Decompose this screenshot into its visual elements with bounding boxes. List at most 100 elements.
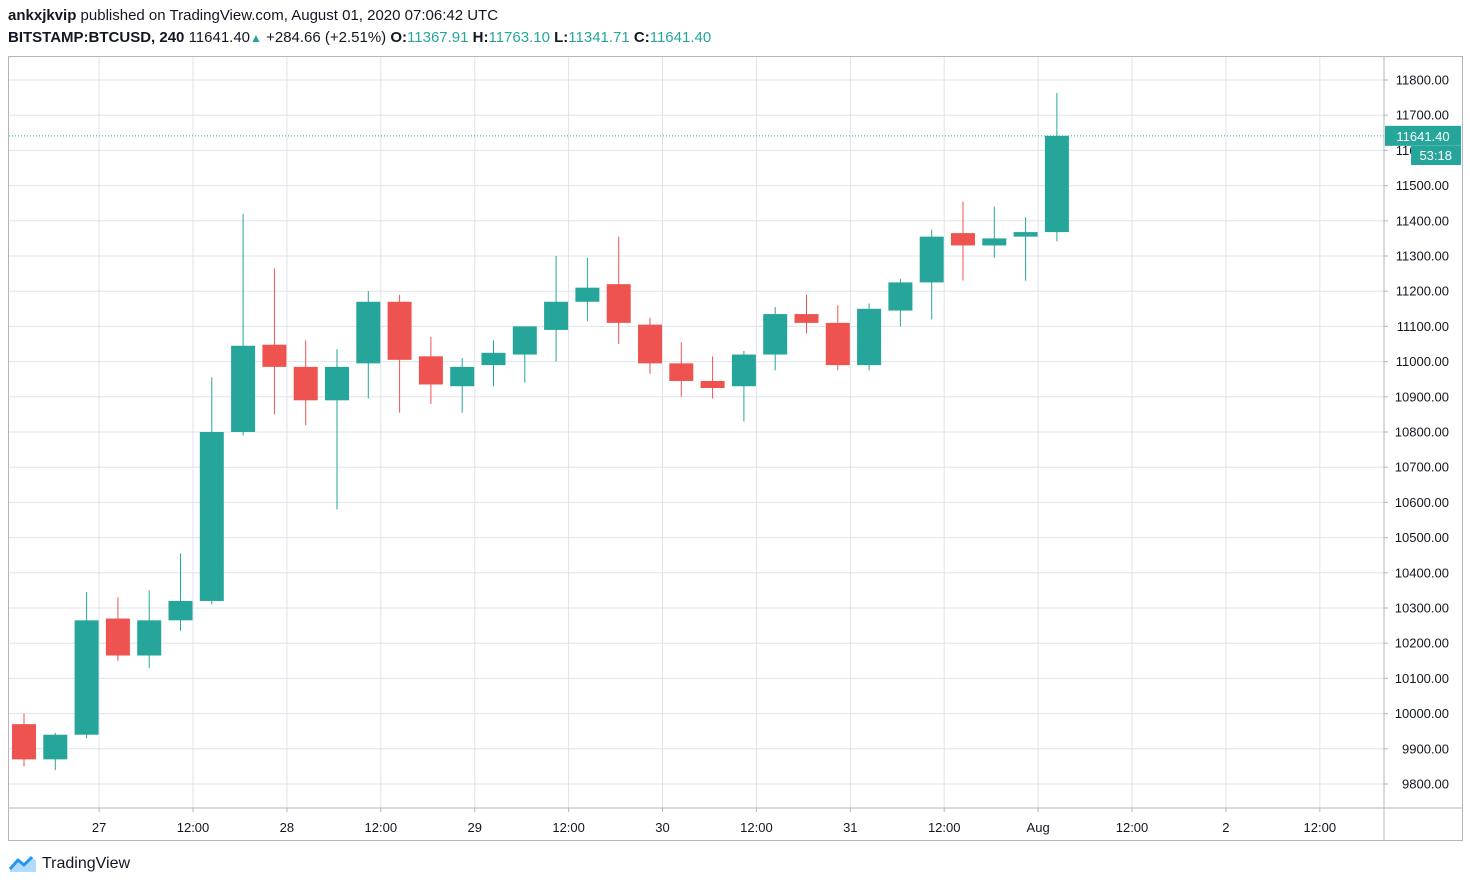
countdown-badge-bg bbox=[1411, 146, 1461, 165]
candle bbox=[919, 229, 944, 320]
candle bbox=[105, 597, 130, 661]
up-arrow-icon: ▲ bbox=[250, 31, 262, 45]
price-tick-label: 10700.00 bbox=[1395, 460, 1449, 475]
price-tick-label: 10200.00 bbox=[1395, 636, 1449, 651]
tradingview-brand: TradingView bbox=[42, 855, 131, 872]
candle-body-up bbox=[512, 326, 537, 355]
price-tick-label: 10600.00 bbox=[1395, 495, 1449, 510]
time-tick-label: 2 bbox=[1222, 820, 1229, 835]
candle-body-down bbox=[669, 363, 694, 381]
time-tick-label: 12:00 bbox=[365, 820, 398, 835]
candle-body-down bbox=[387, 301, 412, 360]
candle bbox=[137, 590, 162, 668]
candle-body-down bbox=[418, 356, 443, 385]
candle bbox=[12, 713, 36, 767]
time-tick-label: Aug bbox=[1027, 820, 1050, 835]
publish-info: ankxjkvip published on TradingView.com, … bbox=[8, 7, 498, 24]
candle-body-up bbox=[1044, 135, 1069, 233]
candle-body-up bbox=[74, 620, 99, 735]
open-value: 11367.91 bbox=[407, 29, 469, 46]
candle-body-down bbox=[606, 284, 631, 323]
symbol-title[interactable]: BITSTAMP:BTCUSD, 240 bbox=[8, 29, 185, 46]
close-value: 11641.40 bbox=[649, 29, 712, 46]
candle-body-down bbox=[794, 314, 819, 323]
price-tick-label: 10300.00 bbox=[1395, 601, 1449, 616]
price-tick-label: 10000.00 bbox=[1395, 706, 1449, 721]
candle bbox=[1013, 217, 1038, 281]
time-tick-label: 12:00 bbox=[552, 820, 585, 835]
candle bbox=[387, 294, 412, 413]
candle-body-down bbox=[951, 233, 975, 246]
candle bbox=[356, 291, 381, 399]
candle bbox=[262, 268, 287, 415]
candle bbox=[325, 349, 349, 510]
price-badge: 11641.40 53:18 bbox=[1385, 125, 1461, 165]
candle-body-down bbox=[12, 724, 36, 760]
published-text: published on TradingView.com, August 01,… bbox=[76, 7, 499, 24]
candle bbox=[418, 336, 443, 404]
candle bbox=[43, 732, 68, 770]
candle-body-down bbox=[262, 344, 287, 367]
tradingview-branding[interactable]: TradingView bbox=[8, 852, 130, 876]
time-axis[interactable]: 27 12:00 28 12:00 29 12:00 30 12:00 31 12:00 Aug 12… bbox=[92, 808, 1336, 835]
last-price: 11641.40 bbox=[188, 29, 251, 46]
price-tick-label: 11800.00 bbox=[1396, 73, 1449, 88]
candle bbox=[857, 303, 882, 371]
candle-body-up bbox=[43, 734, 68, 760]
time-tick-label: 29 bbox=[467, 820, 481, 835]
candles bbox=[12, 92, 1069, 770]
price-tick-label: 10800.00 bbox=[1395, 425, 1449, 440]
candle-body-down bbox=[825, 322, 850, 366]
high-value: 11763.10 bbox=[488, 29, 550, 46]
low-label: L: bbox=[554, 29, 569, 46]
price-tick-label: 11500.00 bbox=[1396, 178, 1449, 193]
price-axis[interactable]: 9800.00 9900.00 10000.00 10100.00 10200.00 10… bbox=[1384, 73, 1449, 792]
candle-body-up bbox=[544, 301, 569, 330]
candle-body-up bbox=[857, 308, 882, 366]
candle-body-up bbox=[168, 600, 193, 621]
candle-body-up bbox=[575, 287, 600, 302]
candle bbox=[638, 317, 662, 374]
candle bbox=[700, 356, 725, 399]
candle bbox=[575, 257, 600, 322]
candle-body-up bbox=[137, 620, 162, 656]
candle bbox=[168, 553, 193, 631]
time-tick-label: 12:00 bbox=[740, 820, 773, 835]
price-tick-label: 11400.00 bbox=[1396, 213, 1449, 228]
price-tick-label: 10100.00 bbox=[1395, 671, 1449, 686]
price-tick-label: 11000.00 bbox=[1396, 354, 1449, 369]
grid-lines bbox=[9, 57, 1384, 808]
candle-body-up bbox=[982, 238, 1007, 246]
price-tick-label: 10500.00 bbox=[1395, 530, 1449, 545]
open-label: O: bbox=[390, 29, 408, 46]
candle-body-down bbox=[638, 324, 662, 364]
price-badge-value: 11641.40 bbox=[1396, 129, 1449, 144]
symbol-legend: BITSTAMP:BTCUSD, 240 11641.40▲ +284.66 (… bbox=[8, 29, 711, 46]
time-tick-label: 12:00 bbox=[928, 820, 961, 835]
candle bbox=[481, 340, 506, 387]
candle-body-up bbox=[731, 354, 756, 387]
time-tick-label: 12:00 bbox=[177, 820, 210, 835]
chart-frame[interactable] bbox=[8, 56, 1463, 841]
publisher-name[interactable]: ankxjkvip bbox=[8, 7, 77, 24]
candle bbox=[606, 236, 631, 344]
candle bbox=[74, 592, 99, 739]
candle-body-down bbox=[700, 380, 725, 388]
time-tick-label: 12:00 bbox=[1304, 820, 1337, 835]
candle-body-up bbox=[231, 345, 256, 432]
candle bbox=[794, 294, 819, 334]
candle-body-up bbox=[888, 282, 913, 311]
candle bbox=[888, 278, 913, 327]
candle-body-down bbox=[105, 618, 130, 656]
high-label: H: bbox=[472, 29, 489, 46]
time-tick-label: 12:00 bbox=[1116, 820, 1149, 835]
candle-body-up bbox=[481, 352, 506, 366]
candle bbox=[669, 342, 694, 397]
candle bbox=[982, 206, 1007, 258]
candle bbox=[825, 305, 850, 371]
price-tick-label: 10400.00 bbox=[1395, 565, 1449, 580]
price-tick-label: 11300.00 bbox=[1396, 249, 1449, 264]
candle-body-up bbox=[763, 314, 788, 355]
candle bbox=[731, 351, 756, 422]
